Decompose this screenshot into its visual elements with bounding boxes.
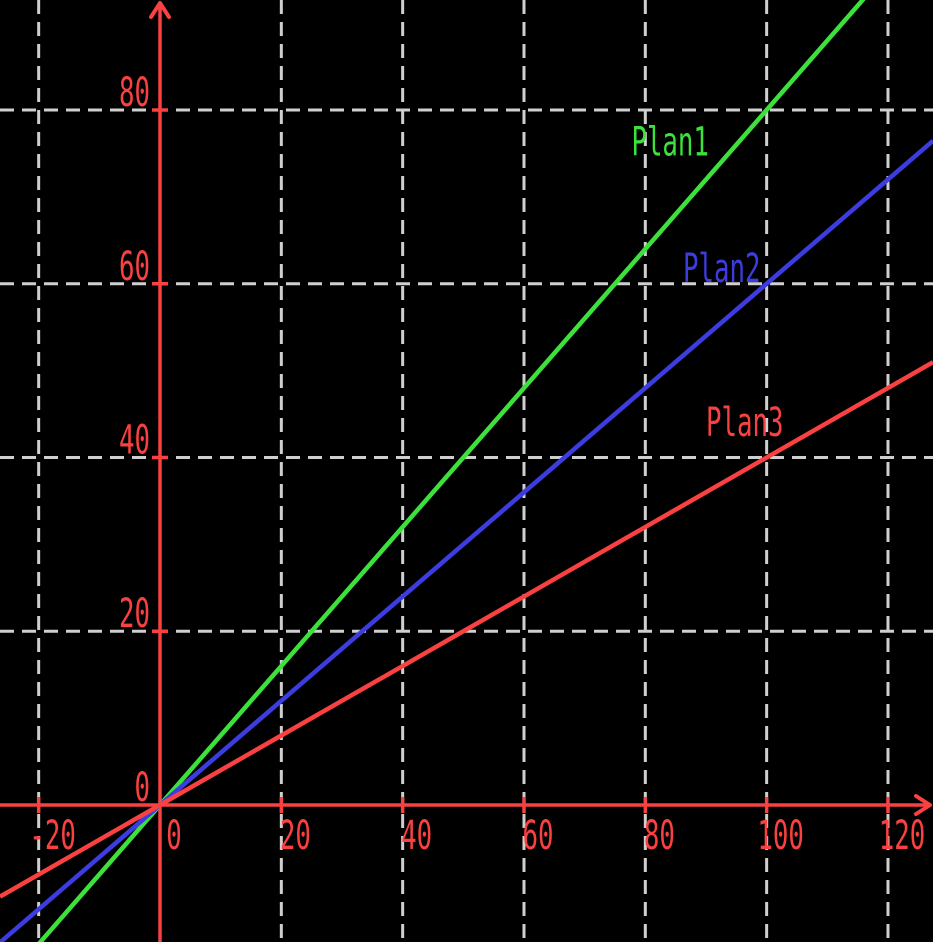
y-tick-label-20: 20 (119, 591, 150, 637)
y-tick-label-80: 80 (119, 70, 150, 116)
x-tick-label-120: 120 (879, 813, 926, 859)
x-tick-label-60: 60 (522, 813, 553, 859)
x-axis-arrow-icon (914, 793, 932, 816)
x-tick-label-100: 100 (757, 813, 804, 859)
series-label-plan3: Plan3 (706, 400, 784, 446)
y-tick-label-0: 0 (134, 765, 150, 811)
x-tick-label-0: 0 (166, 813, 182, 859)
y-axis-arrow-icon (148, 1, 171, 19)
series-label-plan2: Plan2 (683, 246, 761, 292)
x-tick-label--20: -20 (29, 813, 76, 859)
y-tick-label-60: 60 (119, 244, 150, 290)
x-tick-label-40: 40 (401, 813, 432, 859)
x-tick-label-80: 80 (644, 813, 675, 859)
series-line-plan3 (0, 360, 933, 899)
x-tick-label-20: 20 (280, 813, 311, 859)
y-tick-label-40: 40 (119, 417, 150, 463)
series-label-plan1: Plan1 (631, 119, 709, 165)
